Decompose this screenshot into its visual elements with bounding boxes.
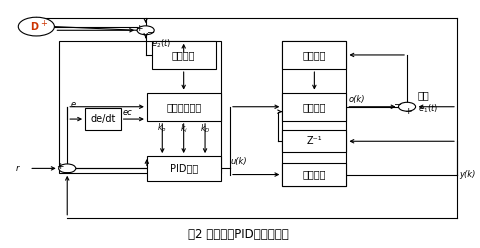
Text: r: r [15,164,19,173]
Bar [85,108,120,130]
Text: +: + [404,107,412,116]
Text: 学习规则: 学习规则 [302,50,326,60]
Text: +: + [40,19,48,28]
Text: $k_i$: $k_i$ [180,122,188,135]
Text: 误差: 误差 [418,91,430,101]
Text: 逆归网络: 逆归网络 [302,102,326,112]
Text: o(k): o(k) [349,95,365,104]
Circle shape [137,26,154,35]
Text: 学习算法: 学习算法 [172,50,195,60]
Text: +: + [56,162,63,171]
Text: y(k): y(k) [459,170,476,179]
Text: $e_2(t)$: $e_2(t)$ [151,38,171,50]
Text: u(k): u(k) [231,157,248,166]
Bar [282,41,347,186]
Text: −: − [147,28,155,37]
Circle shape [398,102,416,111]
Bar [147,156,220,181]
Bar [152,41,216,69]
Text: 图2 模糊神经PID控制结构图: 图2 模糊神经PID控制结构图 [188,228,288,242]
Text: $e_1(t)$: $e_1(t)$ [418,102,438,115]
Text: de/dt: de/dt [90,114,116,124]
Text: Z⁻¹: Z⁻¹ [307,136,322,146]
Text: −: − [395,99,403,110]
Text: $k_D$: $k_D$ [200,122,210,135]
Circle shape [59,164,76,173]
Bar [282,93,347,121]
Circle shape [18,17,54,36]
Text: e: e [71,100,76,109]
Bar [147,93,220,121]
Bar [59,41,220,173]
Bar [282,130,347,152]
Text: $k_p$: $k_p$ [157,122,167,135]
Text: PID控制: PID控制 [169,163,198,173]
Bar [282,163,347,186]
Text: ec: ec [122,108,132,117]
Text: +: + [135,24,143,32]
Text: 被控模型: 被控模型 [302,170,326,180]
Bar [282,41,347,69]
Text: D: D [30,22,38,31]
Text: 模糊神经网络: 模糊神经网络 [166,102,201,112]
Text: −: − [64,168,72,178]
